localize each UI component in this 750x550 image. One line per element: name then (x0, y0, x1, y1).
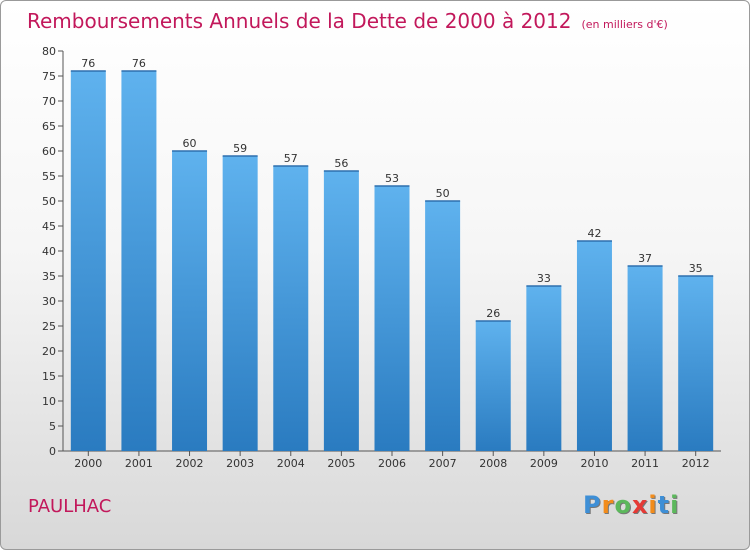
data-label-2012: 35 (689, 262, 703, 275)
y-tick-label: 75 (42, 70, 56, 83)
x-tick-label-2003: 2003 (226, 457, 254, 470)
chart-title-text: Remboursements Annuels de la Dette de 20… (27, 9, 572, 33)
data-label-2001: 76 (132, 57, 146, 70)
x-tick-label-2008: 2008 (479, 457, 507, 470)
x-tick-label-2002: 2002 (176, 457, 204, 470)
bar-2004 (273, 166, 309, 451)
y-tick-label: 45 (42, 220, 56, 233)
y-tick-label: 40 (42, 245, 56, 258)
data-label-2009: 33 (537, 272, 551, 285)
bar-2002 (172, 151, 208, 451)
data-label-2008: 26 (486, 307, 500, 320)
data-label-2003: 59 (233, 142, 247, 155)
x-tick-label-2005: 2005 (327, 457, 355, 470)
bar-2000 (70, 71, 106, 451)
y-tick-label: 5 (49, 420, 56, 433)
bar-2007 (425, 201, 461, 451)
logo-letter: i (670, 491, 680, 519)
bar-2011 (627, 266, 663, 451)
y-tick-label: 0 (49, 445, 56, 458)
data-label-2005: 56 (334, 157, 348, 170)
y-tick-label: 30 (42, 295, 56, 308)
x-tick-label-2012: 2012 (682, 457, 710, 470)
y-tick-label: 65 (42, 120, 56, 133)
bar-2010 (576, 241, 612, 451)
x-tick-label-2007: 2007 (429, 457, 457, 470)
data-label-2006: 53 (385, 172, 399, 185)
logo-letter: x (631, 491, 649, 519)
bar-2005 (323, 171, 359, 451)
bar-2009 (526, 286, 562, 451)
data-label-2010: 42 (587, 227, 601, 240)
logo-letter: t (657, 491, 671, 519)
y-tick-label: 80 (42, 45, 56, 58)
chart-title: Remboursements Annuels de la Dette de 20… (27, 9, 668, 33)
y-tick-label: 10 (42, 395, 56, 408)
y-tick-label: 20 (42, 345, 56, 358)
y-tick-label: 70 (42, 95, 56, 108)
x-tick-label-2004: 2004 (277, 457, 305, 470)
bar-2006 (374, 186, 410, 451)
logo-letter: i (648, 491, 658, 519)
y-tick-label: 25 (42, 320, 56, 333)
bar-2012 (678, 276, 714, 451)
y-tick-label: 60 (42, 145, 56, 158)
data-label-2011: 37 (638, 252, 652, 265)
y-tick-label: 15 (42, 370, 56, 383)
x-tick-label-2006: 2006 (378, 457, 406, 470)
y-tick-label: 50 (42, 195, 56, 208)
logo-letter: P (583, 491, 602, 519)
logo-letter: r (601, 491, 615, 519)
x-tick-label-2010: 2010 (580, 457, 608, 470)
bar-2001 (121, 71, 157, 451)
x-tick-label-2000: 2000 (74, 457, 102, 470)
data-label-2004: 57 (284, 152, 298, 165)
y-tick-label: 35 (42, 270, 56, 283)
proxiti-logo: Proxiti (583, 491, 679, 519)
data-label-2000: 76 (81, 57, 95, 70)
data-label-2002: 60 (183, 137, 197, 150)
bar-2008 (475, 321, 511, 451)
data-label-2007: 50 (436, 187, 450, 200)
place-name: PAULHAC (28, 496, 112, 517)
chart-subtitle: (en milliers d'€) (581, 18, 668, 31)
y-tick-label: 55 (42, 170, 56, 183)
bar-2003 (222, 156, 258, 451)
x-tick-label-2009: 2009 (530, 457, 558, 470)
x-tick-label-2001: 2001 (125, 457, 153, 470)
x-tick-label-2011: 2011 (631, 457, 659, 470)
logo-letter: o (614, 491, 632, 519)
